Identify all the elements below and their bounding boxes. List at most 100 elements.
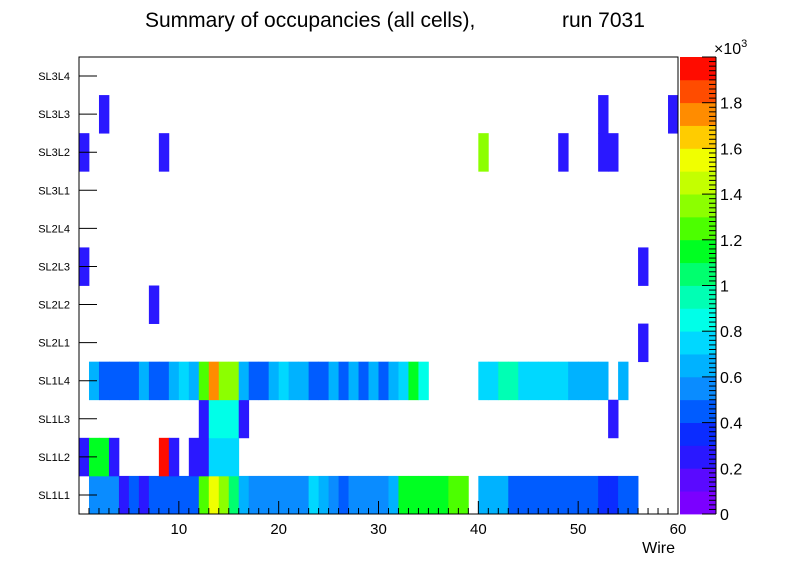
heatmap-cell — [278, 475, 290, 515]
heatmap-cell — [598, 475, 609, 515]
heatmap-cell — [578, 475, 589, 515]
heatmap-cell — [548, 475, 559, 515]
heatmap-cell — [218, 361, 230, 401]
x-tick-label: 50 — [570, 521, 587, 538]
chart-title: Summary of occupancies (all cells), — [145, 9, 475, 32]
color-scale-segment — [680, 376, 716, 401]
color-scale-segment — [680, 102, 716, 126]
color-scale-tick-label: 0.4 — [720, 416, 742, 433]
y-tick-label: SL1L3 — [38, 414, 70, 426]
y-tick-label: SL1L4 — [38, 376, 70, 388]
heatmap-cell — [338, 361, 349, 401]
heatmap-cell — [498, 361, 509, 401]
heatmap-cell — [528, 361, 539, 401]
heatmap-cell — [168, 475, 180, 515]
y-axis: SL1L1 SL1L2 SL1L3 SL1L4 SL2L1 SL2L2 SL2L3 SL2L4… — [38, 71, 97, 502]
heatmap-cell — [258, 475, 270, 515]
heatmap-cell — [288, 361, 300, 401]
color-scale-segment — [680, 491, 716, 515]
heatmap-cell — [98, 475, 110, 515]
heatmap-cell — [538, 475, 549, 515]
heatmap-cell — [188, 475, 200, 515]
color-scale-segment — [680, 285, 716, 309]
heatmap-cell — [358, 475, 369, 515]
color-scale-segment — [680, 148, 716, 172]
color-scale-exponent-power: 3 — [741, 38, 747, 50]
heatmap-cell — [118, 475, 130, 515]
heatmap-cell — [218, 437, 230, 477]
color-scale-segment — [680, 79, 716, 104]
heatmap-cell — [108, 475, 120, 515]
heatmap-cell — [338, 475, 349, 515]
heatmap-cell — [388, 475, 399, 515]
heatmap-cell — [288, 475, 300, 515]
heatmap-cell — [208, 437, 220, 477]
color-scale-segment — [680, 57, 716, 81]
heatmap-cell — [138, 361, 150, 401]
y-tick-label: SL3L1 — [38, 185, 70, 197]
y-tick-label: SL1L1 — [38, 490, 70, 502]
y-tick-label: SL1L2 — [38, 452, 70, 464]
heatmap-cell — [158, 437, 170, 477]
heatmap-cell — [608, 399, 619, 439]
heatmap-cell — [198, 399, 210, 439]
color-scale-tick-label: 0 — [720, 507, 729, 524]
heatmap-cell — [558, 133, 569, 172]
heatmap-cell — [208, 475, 220, 515]
heatmap-cell — [548, 361, 559, 401]
heatmap-cell — [618, 361, 629, 401]
heatmap-cell — [478, 475, 489, 515]
heatmap-cell — [128, 475, 140, 515]
heatmap-cell — [568, 475, 579, 515]
heatmap-cell — [168, 437, 180, 477]
heatmap-cell — [108, 437, 120, 477]
heatmap-cell — [278, 361, 290, 401]
heatmap-cell — [158, 475, 170, 515]
heatmap-cell — [538, 361, 549, 401]
heatmap-cell — [438, 475, 449, 515]
heatmap-cell — [388, 361, 399, 401]
heatmap-cell — [198, 437, 210, 477]
color-scale-segment — [680, 262, 716, 286]
heatmap-cell — [178, 475, 190, 515]
heatmap-cell — [228, 437, 240, 477]
heatmap-cell — [208, 399, 220, 439]
heatmap-cell — [268, 475, 280, 515]
heatmap-cell — [208, 361, 220, 401]
heatmap-cell — [488, 361, 499, 401]
color-scale-tick-label: 1 — [720, 279, 729, 296]
heatmap-cell — [228, 361, 240, 401]
color-scale-segment — [680, 216, 716, 241]
heatmap-cell — [508, 475, 519, 515]
heatmap-cell — [478, 133, 489, 172]
heatmap-cell — [518, 361, 529, 401]
heatmap-cell — [498, 475, 509, 515]
heatmap-cell — [588, 475, 599, 515]
heatmap-cell — [408, 361, 419, 401]
heatmap-cell — [248, 475, 260, 515]
heatmap-cell — [368, 361, 379, 401]
heatmap-cell — [598, 133, 609, 172]
heatmap-cell — [588, 361, 599, 401]
color-scale-segment — [680, 468, 716, 492]
x-tick-label: 20 — [270, 521, 287, 538]
y-tick-label: SL2L2 — [38, 300, 70, 312]
color-scale-segment — [680, 331, 716, 355]
heatmap-cell — [518, 475, 529, 515]
x-tick-label: 10 — [170, 521, 187, 538]
color-scale-segment — [680, 239, 716, 264]
heatmap-cell — [218, 399, 230, 439]
color-scale-tick-label: 0.6 — [720, 370, 742, 387]
chart-run-label: run 7031 — [562, 9, 645, 32]
heatmap-cell — [378, 361, 389, 401]
heatmap-cell — [628, 475, 639, 515]
heatmap-cell — [298, 475, 310, 515]
heatmap-cell — [248, 361, 260, 401]
heatmap-cell — [158, 361, 170, 401]
heatmap-cell — [138, 475, 150, 515]
heatmap-cell — [348, 361, 359, 401]
heatmap-cell — [328, 361, 339, 401]
heatmap-cell — [298, 361, 310, 401]
heatmap-cell — [558, 361, 569, 401]
heatmap-cell — [608, 133, 619, 172]
